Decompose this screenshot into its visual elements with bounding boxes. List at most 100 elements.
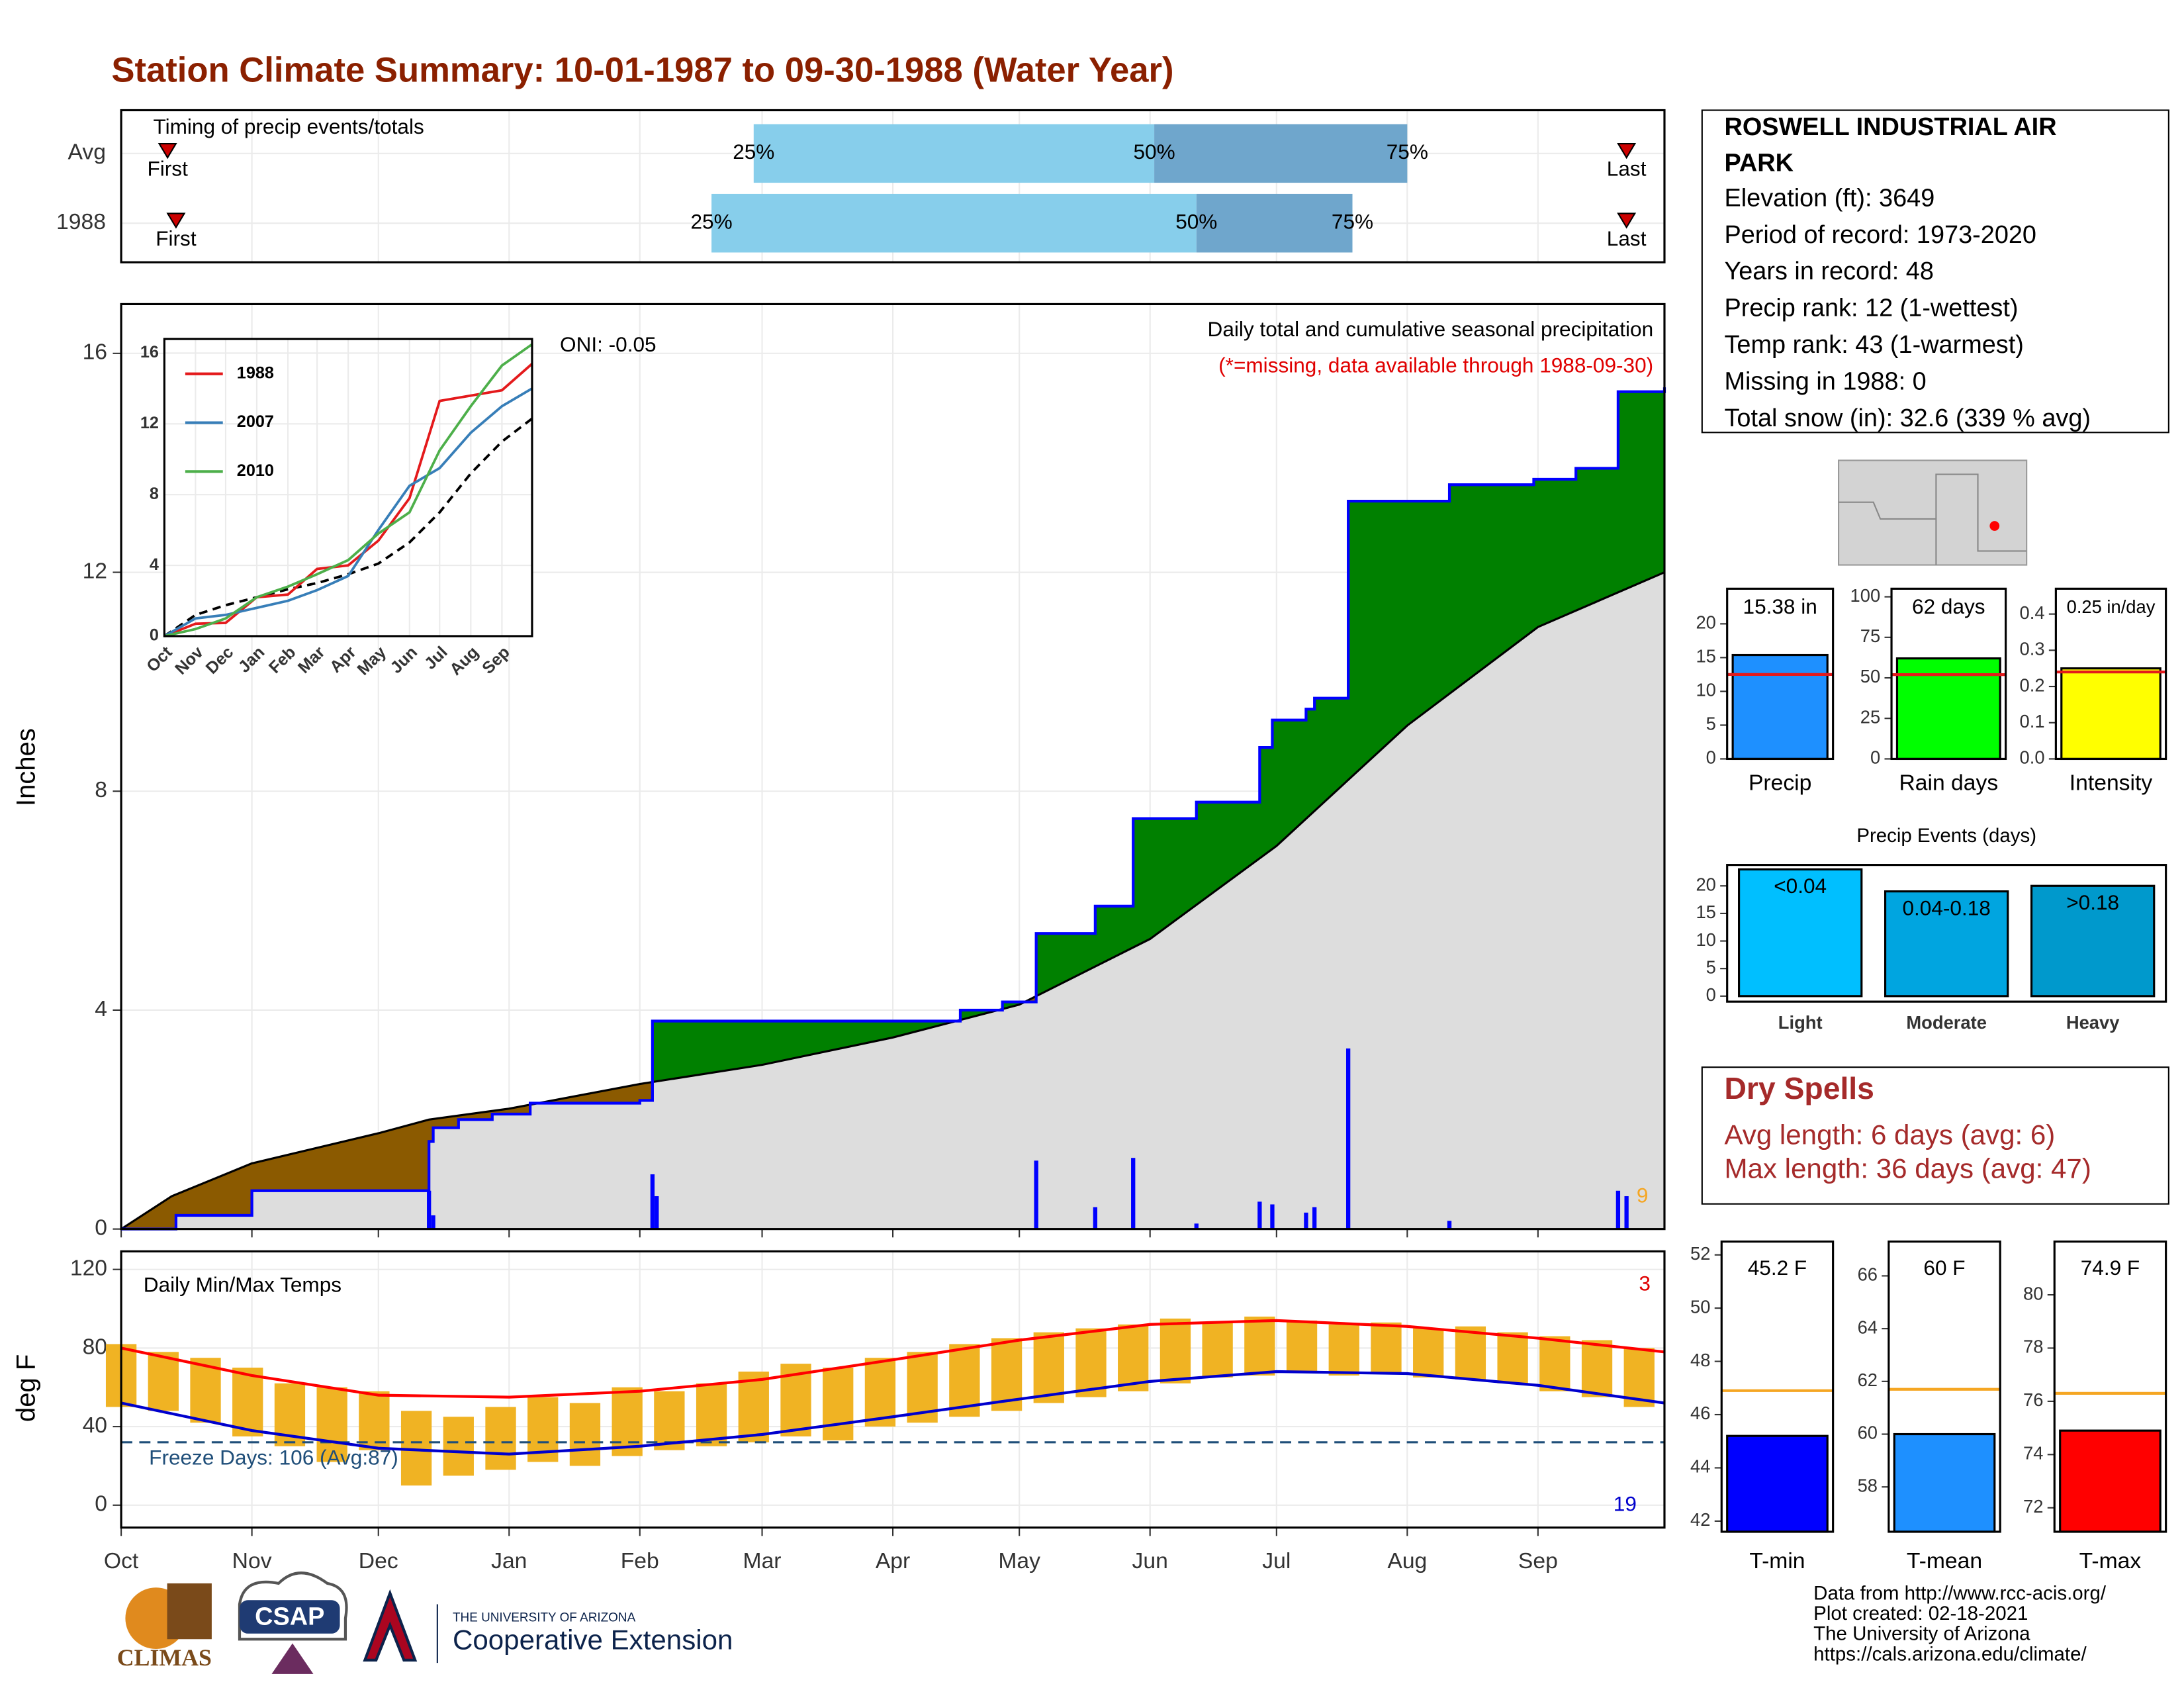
inset-series-line bbox=[163, 343, 533, 637]
y-tick-label: 12 bbox=[83, 559, 107, 583]
bin-label: >0.18 bbox=[2066, 890, 2119, 914]
panel-frame bbox=[120, 1250, 1666, 1529]
daily-precip-bar bbox=[1034, 1160, 1038, 1229]
daily-temp-bar bbox=[1202, 1322, 1233, 1378]
y-tick-label: 0 bbox=[95, 1216, 107, 1241]
y-tick-label: 60 bbox=[1858, 1423, 1878, 1443]
daily-precip-bar bbox=[655, 1196, 659, 1229]
chart-title: Daily total and cumulative seasonal prec… bbox=[1208, 317, 1654, 341]
daily-precip-bar bbox=[1194, 1223, 1199, 1229]
y-tick-label: 0.4 bbox=[2020, 602, 2045, 623]
normal-line bbox=[120, 1319, 1665, 1399]
category-label: T-mean bbox=[1907, 1549, 1982, 1573]
extension-text: Cooperative Extension bbox=[453, 1624, 733, 1656]
daily-temp-bar bbox=[1413, 1328, 1444, 1378]
y-tick-label: 50 bbox=[1860, 666, 1880, 686]
y-tick-label: 80 bbox=[2023, 1283, 2043, 1303]
inset-series-line bbox=[163, 387, 533, 637]
daily-precip-bar bbox=[1093, 1207, 1098, 1229]
y-tick-label: 40 bbox=[83, 1413, 107, 1438]
climas-text: CLIMAS bbox=[117, 1644, 212, 1671]
average-area bbox=[121, 572, 1664, 1229]
arizona-logo bbox=[363, 1589, 418, 1662]
logos: CLIMAS CSAP THE UNIVERSITY OF ARIZONA Co… bbox=[117, 1571, 733, 1674]
category-label: Moderate bbox=[1906, 1012, 1987, 1033]
dry-spells-line: Avg length: 6 days (avg: 6) bbox=[1724, 1119, 2055, 1150]
x-tick-label: Feb bbox=[621, 1549, 659, 1573]
footer-line: Data from http://www.rcc-acis.org/ bbox=[1813, 1583, 2107, 1605]
inset-y-label: 8 bbox=[150, 485, 159, 503]
y-tick-label: 66 bbox=[1858, 1264, 1878, 1285]
category-label: Light bbox=[1778, 1012, 1823, 1033]
daily-temp-bar bbox=[1371, 1322, 1402, 1374]
bar-frame bbox=[1890, 587, 2007, 761]
daily-temp-bar bbox=[232, 1368, 263, 1436]
value-label: 60 F bbox=[1923, 1256, 1965, 1280]
daily-temp-bar bbox=[148, 1352, 179, 1411]
x-tick-label: Jul bbox=[1262, 1549, 1291, 1573]
timing-bar bbox=[753, 124, 1155, 183]
x-tick-label: Jan bbox=[491, 1549, 527, 1573]
y-tick-label: 62 bbox=[1858, 1370, 1878, 1390]
count-label: 9 bbox=[1637, 1184, 1649, 1207]
timing-marker-label: First bbox=[156, 226, 197, 250]
x-tick-label: Aug bbox=[1387, 1549, 1427, 1573]
daily-temp-bar bbox=[1286, 1320, 1318, 1372]
x-tick-label: Nov bbox=[232, 1549, 272, 1573]
y-tick-label: 0 bbox=[1706, 984, 1716, 1005]
dry-spells-line: Max length: 36 days (avg: 47) bbox=[1724, 1152, 2091, 1184]
value-bar bbox=[2060, 667, 2161, 761]
normal-line bbox=[120, 1370, 1665, 1456]
inset-y-label: 4 bbox=[150, 555, 159, 574]
daily-temp-bar bbox=[1539, 1336, 1570, 1391]
daily-temp-bar bbox=[1581, 1340, 1613, 1397]
timing-marker bbox=[166, 212, 186, 229]
daily-temp-bar bbox=[1160, 1318, 1191, 1383]
panel-frame bbox=[120, 303, 1666, 1231]
y-tick-label: 50 bbox=[1690, 1296, 1710, 1317]
y-tick-label: 52 bbox=[1690, 1243, 1710, 1264]
freeze-label: Freeze Days: 106 (Avg:87) bbox=[149, 1445, 398, 1469]
category-label: Rain days bbox=[1899, 771, 1998, 795]
y-tick-label: 5 bbox=[1706, 957, 1716, 977]
chart-subtitle: (*=missing, data available through 1988-… bbox=[1218, 353, 1653, 377]
daily-temp-bar bbox=[864, 1358, 896, 1427]
daily-temp-bar bbox=[485, 1407, 516, 1470]
y-tick-label: 0 bbox=[1706, 747, 1716, 768]
panel-title: Timing of precip events/totals bbox=[154, 115, 424, 138]
y-tick-label: 72 bbox=[2023, 1496, 2043, 1517]
bar-frame bbox=[2054, 587, 2167, 761]
percentile-label: 25% bbox=[733, 140, 774, 164]
daily-precip-bar bbox=[1345, 1048, 1351, 1229]
timing-marker bbox=[1617, 143, 1637, 160]
x-tick-label: Dec bbox=[359, 1549, 398, 1573]
bin-label: <0.04 bbox=[1774, 874, 1827, 898]
value-label: 45.2 F bbox=[1748, 1256, 1807, 1280]
value-label: 0.25 in/day bbox=[2067, 596, 2156, 617]
y-tick-label: 0.0 bbox=[2020, 747, 2045, 768]
bar-frame bbox=[2053, 1241, 2167, 1533]
value-bar bbox=[1726, 1434, 1829, 1533]
category-label: Intensity bbox=[2070, 771, 2153, 795]
daily-precip-bar bbox=[1624, 1196, 1629, 1229]
station-line: Total snow (in): 32.6 (339 % avg) bbox=[1724, 404, 2091, 432]
inset-y-label: 12 bbox=[140, 414, 159, 432]
percentile-label: 50% bbox=[1133, 140, 1175, 164]
value-label: 74.9 F bbox=[2081, 1256, 2140, 1280]
y-axis-label: Inches bbox=[12, 728, 41, 806]
max-count: 3 bbox=[1639, 1271, 1651, 1295]
footer-line: Plot created: 02-18-2021 bbox=[1813, 1603, 2028, 1624]
station-line: Years in record: 48 bbox=[1724, 258, 1933, 285]
y-tick-label: 0 bbox=[95, 1492, 107, 1517]
station-name: PARK bbox=[1724, 150, 1794, 177]
legend-label: 2010 bbox=[237, 461, 274, 480]
inset-series-line bbox=[163, 363, 533, 637]
dry-spells-box bbox=[1701, 1066, 2169, 1205]
daily-temp-bar bbox=[1455, 1326, 1486, 1380]
y-tick-label: 0.1 bbox=[2020, 711, 2045, 731]
category-label: Precip bbox=[1749, 771, 1811, 795]
map-bg bbox=[1838, 459, 2028, 566]
x-tick-label: May bbox=[998, 1549, 1040, 1573]
inset-y-label: 0 bbox=[150, 626, 159, 645]
